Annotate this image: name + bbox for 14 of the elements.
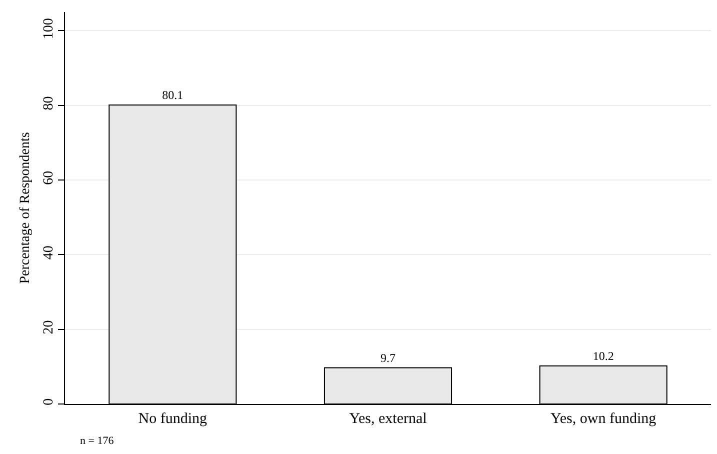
y-axis-title: Percentage of Respondents [18, 132, 33, 284]
x-tick-label: No funding [138, 411, 208, 427]
y-tick-label: 40 [41, 246, 56, 260]
x-tick-label: Yes, external [349, 411, 427, 427]
data-label: 80.1 [162, 88, 184, 102]
data-label: 9.7 [380, 350, 396, 365]
y-tick-label: 0 [41, 398, 56, 406]
y-tick-label: 20 [41, 320, 56, 334]
text: n = 176 [80, 435, 114, 447]
y-tick-label: 100 [41, 18, 56, 40]
data-label: 10.2 [592, 348, 614, 363]
y-tick-label: 60 [41, 170, 56, 185]
y-tick-label: 80 [41, 96, 56, 110]
x-tick-label: Yes, own funding [550, 411, 657, 427]
